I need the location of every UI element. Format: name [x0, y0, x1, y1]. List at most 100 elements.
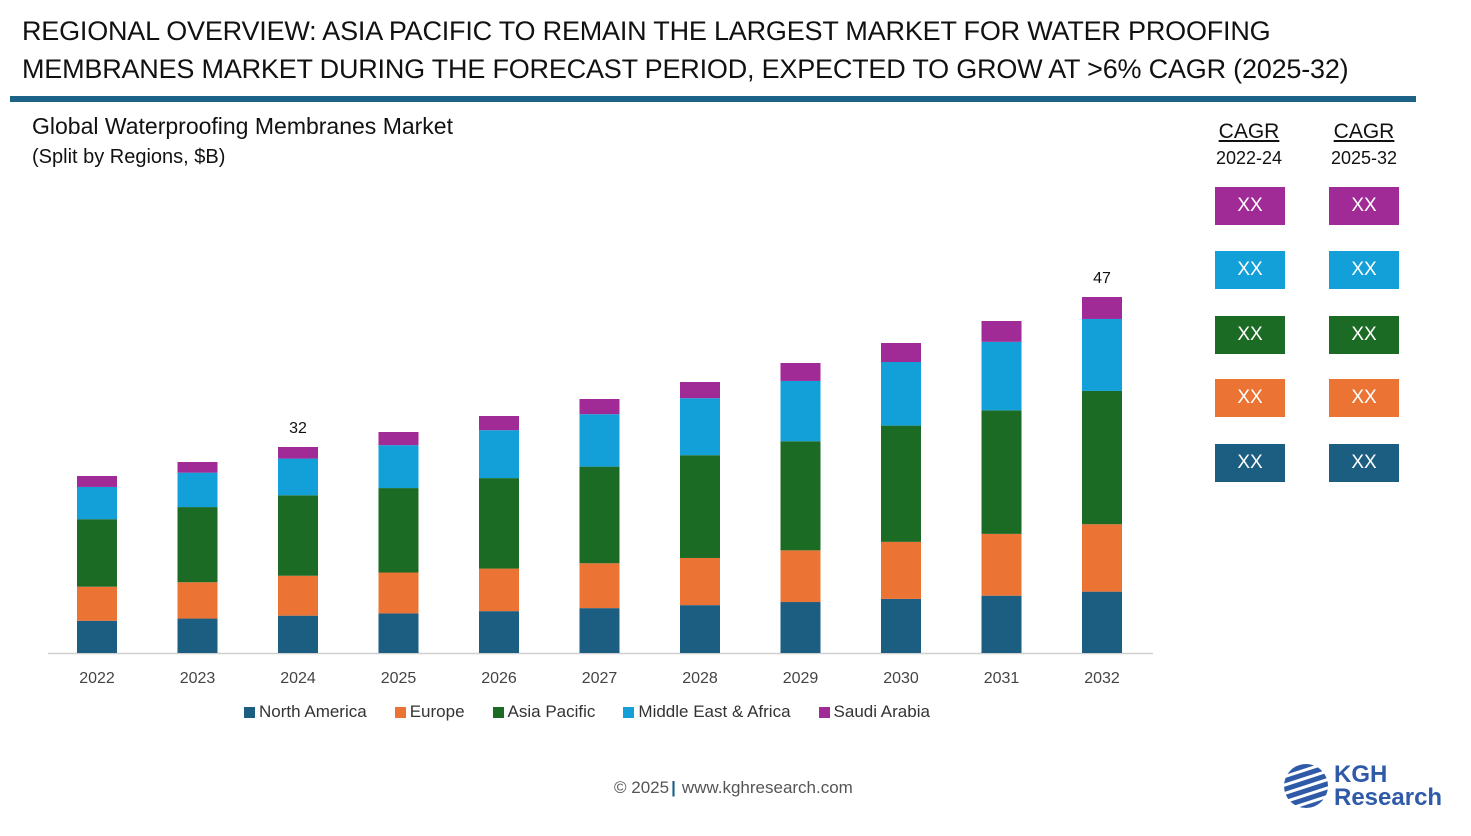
x-tick-label-2022: 2022 [79, 670, 115, 687]
legend-label: Middle East & Africa [638, 702, 791, 721]
chart-title: Global Waterproofing Membranes Market [32, 113, 453, 139]
chart-subtitle: (Split by Regions, $B) [32, 146, 226, 168]
legend-swatch [492, 706, 504, 718]
bar-segment-middle-east-africa-2023 [177, 472, 218, 508]
legend-label: Asia Pacific [507, 702, 596, 721]
footer-divider: | [671, 778, 676, 797]
x-tick-label-2023: 2023 [180, 670, 216, 687]
bar-segment-saudi-arabia-2028 [680, 382, 720, 399]
bar-segment-asia-pacific-2032 [1082, 390, 1122, 525]
cagr-value-asia-pacific-2022-24: XX [1215, 316, 1285, 354]
cagr-value-north-america-2022-24: XX [1215, 444, 1285, 482]
legend-label: Europe [409, 702, 465, 721]
bar-segment-middle-east-africa-2029 [780, 380, 821, 442]
legend-item-middle-east-africa: Middle East & Africa [623, 702, 791, 722]
bar-segment-asia-pacific-2029 [780, 441, 821, 551]
bar-segment-north-america-2026 [479, 611, 519, 653]
copyright: © 2025 [614, 778, 670, 797]
x-tick-label-2026: 2026 [481, 670, 517, 687]
data-label-2032: 47 [1093, 270, 1111, 287]
cagr-value-saudi-arabia-2025-32: XX [1329, 187, 1399, 225]
logo-text-research: Research [1334, 784, 1443, 811]
bar-segment-asia-pacific-2028 [680, 455, 720, 558]
cagr-value-middle-east-africa-2022-24: XX [1215, 251, 1285, 289]
bar-segment-north-america-2032 [1082, 591, 1122, 653]
footer: © 2025 | www.kghresearch.com [614, 778, 853, 798]
bar-segment-asia-pacific-2031 [981, 410, 1022, 534]
bar-segment-middle-east-africa-2028 [680, 398, 720, 456]
bar-segment-north-america-2022 [77, 620, 117, 653]
bar-segment-north-america-2030 [881, 598, 921, 653]
bar-segment-saudi-arabia-2025 [378, 432, 419, 446]
legend-item-north-america: North America [244, 702, 367, 722]
legend-item-europe: Europe [394, 702, 465, 722]
headline-line-2: MEMBRANES MARKET DURING THE FORECAST PER… [22, 54, 1349, 84]
bar-segment-asia-pacific-2026 [479, 478, 519, 569]
cagr-column-header-2022-24: CAGR 2022-24 [1199, 119, 1299, 171]
kgh-research-logo: KGH Research [1282, 762, 1442, 810]
bar-segment-asia-pacific-2025 [378, 488, 419, 573]
cagr-value-saudi-arabia-2022-24: XX [1215, 187, 1285, 225]
bar-segment-middle-east-africa-2030 [881, 362, 921, 426]
bar-segment-europe-2023 [177, 582, 218, 619]
cagr-value-middle-east-africa-2025-32: XX [1329, 251, 1399, 289]
x-tick-label-2029: 2029 [783, 670, 819, 687]
legend-item-asia-pacific: Asia Pacific [492, 702, 596, 722]
legend-label: North America [259, 702, 367, 721]
bar-segment-europe-2024 [278, 575, 318, 616]
x-tick-label-2024: 2024 [280, 670, 316, 687]
bar-segment-europe-2027 [579, 563, 620, 609]
cagr-column-header-2025-32: CAGR 2025-32 [1314, 119, 1414, 171]
bar-segment-middle-east-africa-2024 [278, 458, 318, 496]
headline-line-1: REGIONAL OVERVIEW: ASIA PACIFIC TO REMAI… [22, 16, 1271, 46]
bar-segment-saudi-arabia-2031 [981, 321, 1022, 342]
header-divider [10, 96, 1416, 102]
bar-segment-asia-pacific-2030 [881, 425, 921, 542]
chart-legend: North America Europe Asia Pacific Middle Ea… [244, 702, 930, 722]
legend-item-saudi-arabia: Saudi Arabia [818, 702, 930, 722]
legend-swatch [623, 706, 635, 718]
bar-segment-asia-pacific-2022 [77, 519, 117, 587]
legend-swatch [818, 706, 830, 718]
bar-segment-north-america-2025 [378, 613, 419, 653]
bar-segment-europe-2026 [479, 568, 519, 612]
x-tick-label-2028: 2028 [682, 670, 718, 687]
bar-segment-europe-2031 [981, 533, 1022, 596]
x-tick-label-2025: 2025 [381, 670, 417, 687]
bar-segment-middle-east-africa-2022 [77, 486, 117, 520]
cagr-value-europe-2025-32: XX [1329, 379, 1399, 417]
bar-segment-saudi-arabia-2022 [77, 476, 117, 487]
bar-segment-europe-2029 [780, 550, 821, 603]
cagr-value-asia-pacific-2025-32: XX [1329, 316, 1399, 354]
x-tick-label-2032: 2032 [1084, 670, 1120, 687]
bar-segment-europe-2022 [77, 586, 117, 621]
headline: REGIONAL OVERVIEW: ASIA PACIFIC TO REMAI… [22, 12, 1442, 88]
cagr-title: CAGR [1333, 120, 1395, 143]
bar-segment-saudi-arabia-2030 [881, 343, 921, 363]
website-link[interactable]: www.kghresearch.com [681, 778, 853, 797]
bar-segment-saudi-arabia-2026 [479, 416, 519, 431]
bar-segment-north-america-2023 [177, 618, 218, 653]
x-tick-label-2027: 2027 [582, 670, 618, 687]
globe-icon [1284, 764, 1328, 808]
data-label-2024: 32 [289, 420, 307, 437]
cagr-period: 2025-32 [1330, 148, 1398, 168]
bar-segment-middle-east-africa-2032 [1082, 318, 1122, 391]
legend-swatch [394, 706, 406, 718]
cagr-value-europe-2022-24: XX [1215, 379, 1285, 417]
bar-segment-europe-2030 [881, 541, 921, 599]
legend-label: Saudi Arabia [833, 702, 930, 721]
bar-segment-middle-east-africa-2026 [479, 430, 519, 479]
bar-segment-saudi-arabia-2024 [278, 447, 318, 459]
cagr-title: CAGR [1218, 120, 1280, 143]
bar-segment-europe-2032 [1082, 524, 1122, 592]
bar-segment-north-america-2031 [981, 595, 1022, 653]
legend-swatch [244, 706, 255, 718]
bar-segment-middle-east-africa-2025 [378, 445, 419, 489]
bar-segment-north-america-2027 [579, 608, 620, 653]
bar-segment-middle-east-africa-2031 [981, 341, 1022, 411]
bar-segment-saudi-arabia-2029 [780, 363, 821, 381]
bar-segment-europe-2025 [378, 572, 419, 614]
bar-segment-north-america-2024 [278, 615, 318, 653]
bar-segment-asia-pacific-2023 [177, 507, 218, 583]
